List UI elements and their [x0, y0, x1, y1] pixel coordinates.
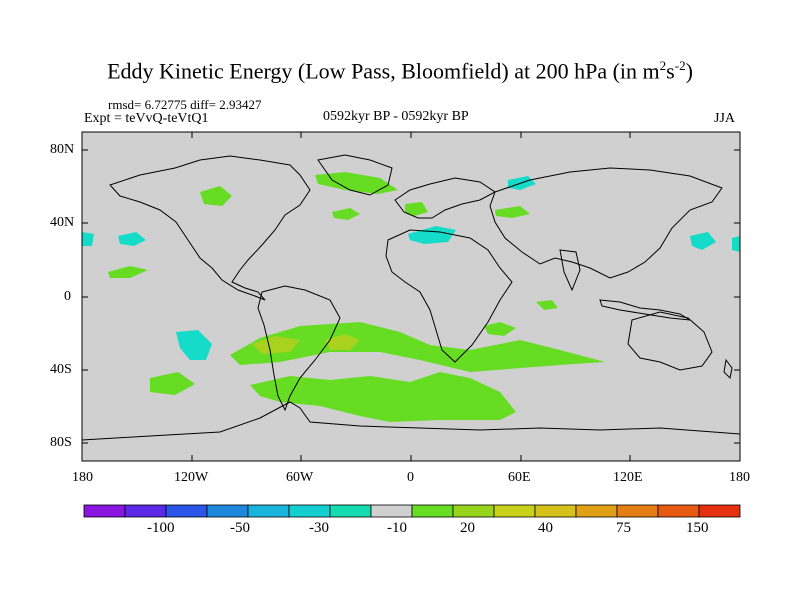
colorbar-swatch	[83, 504, 126, 518]
x-tick-180w: 180	[72, 470, 93, 485]
colorbar-swatch	[329, 504, 372, 518]
strong-positive-regions	[252, 334, 360, 354]
cb-label-75: 75	[616, 520, 631, 536]
figure-title: Eddy Kinetic Energy (Low Pass, Bloomfiel…	[107, 58, 693, 84]
y-tick-80n: 80N	[50, 142, 75, 157]
colorbar-swatch	[657, 504, 700, 518]
expt-label: Expt = teVvQ-teVtQ1	[84, 111, 209, 126]
cb-label-20: 20	[460, 520, 475, 536]
cb-label-minus100: -100	[147, 520, 175, 536]
coastlines	[81, 154, 741, 441]
map-frame	[81, 131, 741, 462]
y-tick-40n: 40N	[50, 215, 75, 230]
y-tick-80s: 80S	[50, 435, 72, 450]
cb-label-minus30: -30	[309, 520, 329, 536]
x-tick-60e: 60E	[508, 470, 531, 485]
colorbar-swatch	[165, 504, 208, 518]
colorbar-swatch	[616, 504, 659, 518]
x-tick-180e: 180	[729, 470, 750, 485]
colorbar-swatch	[124, 504, 167, 518]
colorbar-swatch	[247, 504, 290, 518]
colorbar-swatch	[370, 504, 413, 518]
colorbar-swatch	[452, 504, 495, 518]
cb-label-minus50: -50	[230, 520, 250, 536]
season-label: JJA	[714, 111, 736, 126]
y-tick-0: 0	[64, 289, 71, 304]
stats-text: rmsd= 6.72775 diff= 2.93427	[108, 97, 262, 112]
x-tick-0: 0	[407, 470, 414, 485]
colorbar-swatch	[411, 504, 454, 518]
cb-label-minus10: -10	[387, 520, 407, 536]
colorbar-swatch	[534, 504, 577, 518]
cb-label-40: 40	[538, 520, 553, 536]
colorbar	[83, 504, 741, 518]
colorbar-swatch	[493, 504, 536, 518]
colorbar-swatch	[206, 504, 249, 518]
y-tick-40s: 40S	[50, 362, 72, 377]
colorbar-swatch	[575, 504, 618, 518]
positive-regions	[108, 172, 605, 422]
cb-label-150: 150	[686, 520, 709, 536]
x-tick-60w: 60W	[286, 470, 314, 485]
colorbar-swatch	[288, 504, 331, 518]
colorbar-swatch	[698, 504, 741, 518]
period-label: 0592kyr BP - 0592kyr BP	[323, 109, 469, 124]
x-tick-120w: 120W	[174, 470, 209, 485]
x-tick-120e: 120E	[613, 470, 643, 485]
